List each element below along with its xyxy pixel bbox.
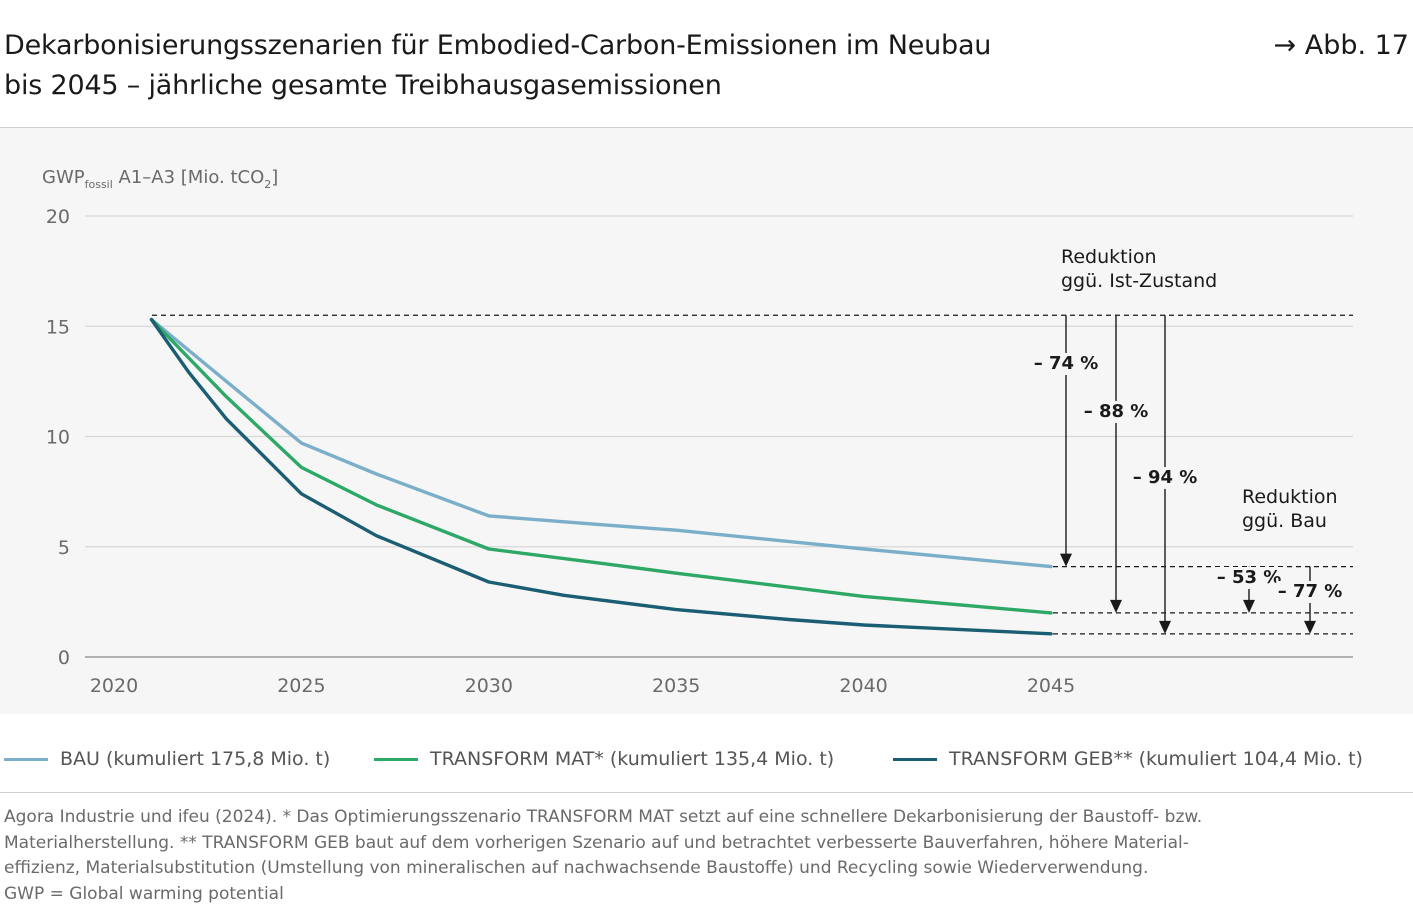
- reduction-ist-label-1: – 88 %: [1084, 401, 1149, 422]
- x-tick-label: 2045: [1027, 675, 1075, 697]
- y-axis-label-end: ]: [271, 167, 278, 188]
- reduction-ist-label-2-bg: [1131, 467, 1199, 489]
- legend-item-transform-geb: TRANSFORM GEB** (kumuliert 104,4 Mio. t): [893, 744, 1363, 774]
- series-line-1: [149, 317, 1053, 615]
- y-tick-label: 15: [46, 316, 70, 338]
- reduction-bau-label-0: – 53 %: [1217, 567, 1282, 588]
- footer-divider: [0, 792, 1413, 793]
- source-line-4: GWP = Global warming potential: [4, 883, 284, 904]
- y-tick-label: 5: [58, 537, 70, 559]
- annotation-ist-line2: ggü. Ist-Zustand: [1061, 270, 1217, 292]
- y-tick-label: 0: [58, 647, 70, 669]
- arrow-ist-1-head: [1110, 599, 1122, 613]
- y-axis-label-rest: A1–A3 [Mio. tCO: [113, 167, 264, 188]
- x-tick-label: 2035: [652, 675, 700, 697]
- reduction-ist-label-0: – 74 %: [1034, 353, 1099, 374]
- header-divider: [0, 127, 1413, 128]
- series-line-0: [149, 317, 1053, 569]
- series-line-2: [149, 317, 1053, 636]
- reduction-ist-label-1-bg: [1082, 401, 1150, 423]
- legend-label-transform-mat: TRANSFORM MAT* (kumuliert 135,4 Mio. t): [430, 748, 835, 770]
- annotation-ist-line1: Reduktion: [1061, 246, 1157, 268]
- legend-item-bau: BAU (kumuliert 175,8 Mio. t): [4, 744, 330, 774]
- arrow-ist-2-head: [1159, 620, 1171, 634]
- x-tick-label: 2020: [90, 675, 138, 697]
- series-layer: [149, 317, 1053, 636]
- legend-label-transform-geb: TRANSFORM GEB** (kumuliert 104,4 Mio. t): [949, 748, 1363, 770]
- chart-title: Dekarbonisierungsszenarien für Embodied-…: [4, 26, 1204, 106]
- reduction-ist-label-0-bg: [1032, 353, 1100, 375]
- annotation-bau-line1: Reduktion: [1242, 486, 1338, 508]
- source-line-2: Materialherstellung. ** TRANSFORM GEB ba…: [4, 832, 1189, 853]
- chart-title-line-2: bis 2045 – jährliche gesamte Treibhausga…: [4, 70, 722, 101]
- x-tick-label: 2030: [465, 675, 513, 697]
- arrow-bau-1-head: [1304, 620, 1316, 634]
- chart-panel: 0 5 10 15 20 2020 2025 2030 2035 2040 2045 GWPfoss…: [0, 128, 1413, 714]
- x-tick-label: 2040: [839, 675, 887, 697]
- legend-item-transform-mat: TRANSFORM MAT* (kumuliert 135,4 Mio. t): [374, 744, 834, 774]
- x-tick-label: 2025: [277, 675, 325, 697]
- reduction-bau-label-1: – 77 %: [1278, 581, 1343, 602]
- reduction-bau-label-0-bg: [1215, 567, 1283, 589]
- source-note: Agora Industrie und ifeu (2024). * Das O…: [4, 805, 1404, 907]
- y-axis-label-sub: fossil: [85, 178, 113, 191]
- legend-swatch-transform-geb: [893, 757, 937, 761]
- reduction-bau-label-1-bg: [1276, 581, 1344, 603]
- arrow-bau-0-head: [1243, 599, 1255, 613]
- figure-reference: → Abb. 17: [1273, 30, 1409, 61]
- legend-label-bau: BAU (kumuliert 175,8 Mio. t): [60, 748, 331, 770]
- y-tick-label: 10: [46, 427, 70, 449]
- y-axis-label-main: GWP: [42, 167, 85, 188]
- source-line-1: Agora Industrie und ifeu (2024). * Das O…: [4, 807, 1203, 827]
- legend: BAU (kumuliert 175,8 Mio. t) TRANSFORM M…: [0, 744, 1413, 774]
- chart-title-line-1: Dekarbonisierungsszenarien für Embodied-…: [4, 30, 992, 61]
- legend-swatch-transform-mat: [374, 757, 418, 761]
- arrow-ist-0-head: [1060, 553, 1072, 567]
- source-line-3: effizienz, Materialsubstitution (Umstell…: [4, 858, 1149, 878]
- y-axis-label-sub2: 2: [264, 178, 271, 191]
- legend-swatch-bau: [4, 757, 48, 761]
- annotation-bau-line2: ggü. Bau: [1242, 510, 1327, 532]
- y-tick-label: 20: [46, 206, 70, 228]
- reduction-ist-label-2: – 94 %: [1133, 467, 1198, 488]
- y-axis-label: GWPfossil A1–A3 [Mio. tCO2]: [42, 167, 278, 191]
